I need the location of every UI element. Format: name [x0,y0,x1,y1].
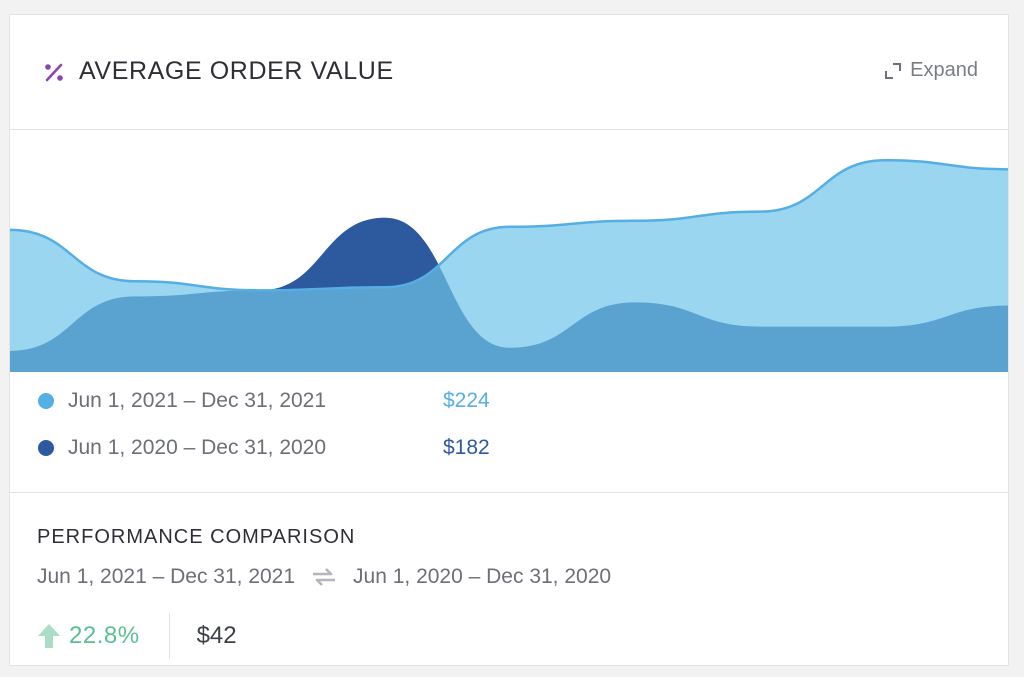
card-title: AVERAGE ORDER VALUE [79,57,394,85]
previous-range: Jun 1, 2020 – Dec 31, 2020 [353,565,612,588]
comparison-ranges: Jun 1, 2021 – Dec 31, 2021 Jun 1, 2020 –… [37,565,611,589]
legend-item-current: Jun 1, 2021 – Dec 31, 2021 $224 [38,386,490,416]
expand-label: Expand [910,59,978,81]
comparison-stats: 22.8% $42 [37,611,237,661]
average-order-value-area-chart [10,158,1008,372]
stats-divider [168,613,170,659]
percent-icon [45,63,63,82]
legend-item-previous: Jun 1, 2020 – Dec 31, 2020 $182 [38,433,490,463]
swap-arrows-icon [313,568,336,586]
series-current-line [10,158,1008,292]
expand-icon [885,62,902,79]
chart-legend: Jun 1, 2021 – Dec 31, 2021 $224 Jun 1, 2… [10,372,1008,493]
change-percent: 22.8% [69,622,140,649]
legend-range-current: Jun 1, 2021 – Dec 31, 2021 [68,389,327,412]
performance-title: PERFORMANCE COMPARISON [37,526,356,548]
arrow-up-icon [38,624,60,648]
performance-comparison: PERFORMANCE COMPARISON Jun 1, 2021 – Dec… [10,493,1008,665]
current-range: Jun 1, 2021 – Dec 31, 2021 [37,565,296,588]
legend-value-current: $224 [443,389,490,412]
legend-value-previous: $182 [443,436,490,459]
card-header: AVERAGE ORDER VALUE Expand [10,15,1008,130]
change-absolute: $42 [196,622,237,649]
legend-dot-current [38,393,54,409]
expand-button[interactable]: Expand [884,59,978,82]
legend-range-previous: Jun 1, 2020 – Dec 31, 2020 [68,436,327,459]
legend-dot-previous [38,440,54,456]
series-previous-area [10,217,1008,372]
average-order-value-card: AVERAGE ORDER VALUE Expand Jun 1, 2021 –… [9,14,1009,666]
